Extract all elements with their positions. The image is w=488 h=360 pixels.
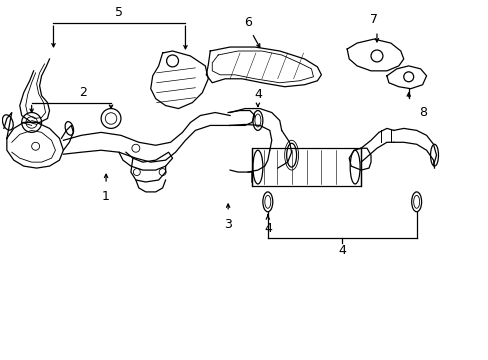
Text: 1: 1 bbox=[102, 190, 110, 203]
Text: 8: 8 bbox=[419, 105, 427, 118]
Text: 3: 3 bbox=[224, 218, 232, 231]
Text: 4: 4 bbox=[264, 222, 271, 235]
Text: 6: 6 bbox=[244, 16, 251, 29]
Text: 5: 5 bbox=[115, 6, 122, 19]
Text: 4: 4 bbox=[253, 87, 261, 100]
Text: 2: 2 bbox=[79, 86, 87, 99]
Bar bbox=[251, 148, 360, 186]
Text: 7: 7 bbox=[369, 13, 377, 26]
Text: 4: 4 bbox=[338, 243, 346, 257]
